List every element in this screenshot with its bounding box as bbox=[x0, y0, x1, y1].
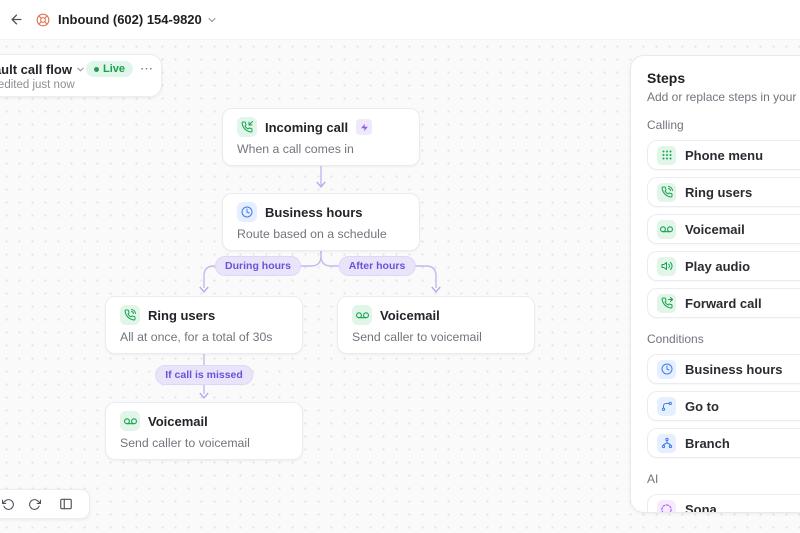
step-item-label: Play audio bbox=[685, 258, 751, 274]
step-item-label: Business hours bbox=[685, 361, 783, 377]
node-subtitle: When a call comes in bbox=[237, 142, 354, 156]
step-item-label: Go to bbox=[685, 398, 719, 414]
live-dot-icon bbox=[93, 66, 99, 72]
node-ring-users[interactable]: Ring users All at once, for a total of 3… bbox=[105, 296, 303, 354]
step-item-label: Sona bbox=[685, 501, 717, 513]
step-item-go-to[interactable]: Go to bbox=[647, 391, 800, 421]
node-subtitle: Route based on a schedule bbox=[237, 227, 387, 241]
sona-icon bbox=[657, 499, 676, 512]
live-status-label: Live bbox=[102, 63, 125, 75]
step-item-label: Voicemail bbox=[685, 221, 745, 237]
edge-label-if-call-missed: If call is missed bbox=[155, 365, 253, 385]
voicemail-icon bbox=[657, 219, 676, 239]
flow-name[interactable]: Default call flow bbox=[0, 61, 72, 77]
node-title: Voicemail bbox=[148, 413, 208, 429]
last-edited-text: Last edited just now bbox=[0, 79, 75, 91]
steps-panel: Steps Add or replace steps in your call … bbox=[630, 55, 800, 513]
canvas-toolbar bbox=[0, 489, 90, 519]
node-subtitle: All at once, for a total of 30s bbox=[120, 330, 273, 344]
section-label-ai: AI bbox=[647, 472, 659, 486]
back-button[interactable] bbox=[2, 6, 30, 34]
step-item-label: Ring users bbox=[685, 184, 753, 200]
flow-overflow-menu[interactable]: ⋯ bbox=[139, 61, 154, 76]
edge-label-after-hours: After hours bbox=[338, 256, 416, 276]
step-item-play-audio[interactable]: Play audio bbox=[647, 251, 800, 281]
node-title: Voicemail bbox=[380, 307, 440, 323]
node-incoming-call[interactable]: Incoming call When a call comes in bbox=[222, 108, 420, 166]
speaker-icon bbox=[657, 256, 676, 276]
section-label-calling: Calling bbox=[647, 118, 684, 132]
voicemail-icon bbox=[120, 411, 140, 431]
sparkle-icon bbox=[356, 119, 373, 135]
undo-button[interactable] bbox=[0, 493, 19, 515]
edge-label-during-hours: During hours bbox=[215, 256, 301, 276]
steps-panel-subtitle: Add or replace steps in your call flow bbox=[647, 90, 800, 104]
node-title: Ring users bbox=[148, 307, 216, 323]
node-subtitle: Send caller to voicemail bbox=[120, 436, 250, 450]
node-title: Business hours bbox=[265, 204, 363, 220]
step-item-label: Forward call bbox=[685, 295, 762, 311]
panel-toggle-button[interactable] bbox=[55, 493, 77, 515]
incoming-call-icon bbox=[237, 117, 257, 137]
section-label-conditions: Conditions bbox=[647, 332, 704, 346]
grid-icon bbox=[657, 145, 676, 165]
step-item-label: Branch bbox=[685, 435, 730, 451]
step-item-sona[interactable]: Sona bbox=[647, 494, 800, 513]
goto-icon bbox=[657, 396, 676, 416]
step-item-branch[interactable]: Branch bbox=[647, 428, 800, 458]
branch-icon bbox=[657, 433, 676, 453]
chevron-down-icon[interactable] bbox=[206, 14, 218, 26]
arrow-left-icon bbox=[11, 14, 21, 25]
live-status-badge: Live bbox=[85, 61, 133, 77]
panel-toggle-icon bbox=[60, 498, 72, 510]
step-item-forward-call[interactable]: Forward call bbox=[647, 288, 800, 318]
redo-icon bbox=[28, 498, 41, 510]
chevron-down-icon[interactable] bbox=[75, 64, 86, 75]
page-title[interactable]: Inbound (602) 154-9820 bbox=[58, 12, 202, 27]
voicemail-icon bbox=[352, 305, 372, 325]
step-item-label: Phone menu bbox=[685, 147, 764, 163]
step-item-ring-users[interactable]: Ring users bbox=[647, 177, 800, 207]
flow-info-card: Default call flow Live ⋯ Last edited jus… bbox=[0, 54, 162, 97]
node-business-hours[interactable]: Business hours Route based on a schedule bbox=[222, 193, 420, 251]
clock-icon bbox=[237, 202, 257, 222]
step-item-business-hours[interactable]: Business hours bbox=[647, 354, 800, 384]
steps-panel-title: Steps bbox=[647, 70, 686, 86]
redo-button[interactable] bbox=[23, 493, 45, 515]
clock-icon bbox=[657, 359, 676, 379]
node-voicemail-missed[interactable]: Voicemail Send caller to voicemail bbox=[105, 402, 303, 460]
phone-ring-icon bbox=[657, 182, 676, 202]
phone-forward-icon bbox=[657, 293, 676, 313]
step-item-phone-menu[interactable]: Phone menu bbox=[647, 140, 800, 170]
header: Inbound (602) 154-9820 bbox=[0, 0, 800, 40]
undo-icon bbox=[1, 498, 14, 510]
node-voicemail-after-hours[interactable]: Voicemail Send caller to voicemail bbox=[337, 296, 535, 354]
step-item-voicemail[interactable]: Voicemail bbox=[647, 214, 800, 244]
phone-ring-icon bbox=[120, 305, 140, 325]
node-title: Incoming call bbox=[265, 119, 349, 135]
node-subtitle: Send caller to voicemail bbox=[352, 330, 482, 344]
life-buoy-icon bbox=[36, 13, 50, 27]
